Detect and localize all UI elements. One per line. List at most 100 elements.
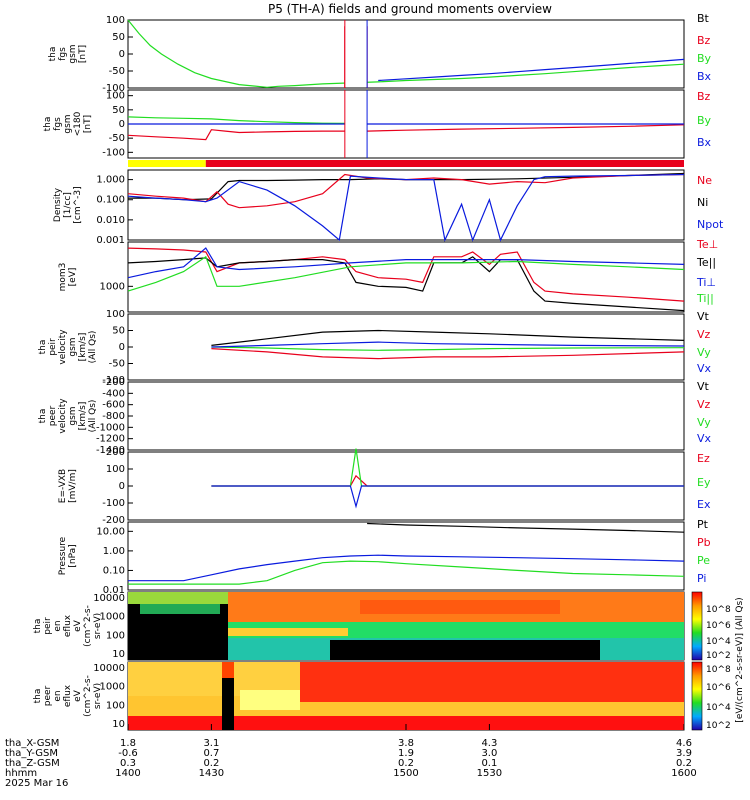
legend-entry: Vz [697, 328, 711, 341]
x-tick-label: 1430 [199, 768, 224, 779]
y-axis-label: [cm^-3] [73, 186, 83, 223]
series-Pi [128, 554, 685, 582]
legend-entry: Vy [697, 416, 711, 429]
y-tick-label: 0.010 [96, 215, 125, 226]
y-tick-label: -1400 [96, 445, 125, 456]
panel-frame [127, 169, 685, 241]
legend-entry: Pi [697, 572, 706, 585]
legend-entry: Ni [697, 196, 708, 209]
legend-entry: Te|| [696, 256, 716, 269]
series-Pe [128, 560, 685, 585]
legend-entry: Pb [697, 536, 711, 549]
y-tick-label: 50 [112, 326, 125, 337]
panel-frame [127, 521, 685, 591]
y-axis-label: eV [73, 619, 83, 632]
y-axis-label: Density [53, 187, 63, 222]
panel-frame [127, 241, 685, 313]
y-tick-label: 0 [119, 119, 125, 130]
y-tick-label: -1000 [96, 422, 125, 433]
y-axis-label: [km/s] [78, 333, 88, 362]
colorbar-tick: 10^6 [706, 621, 731, 631]
panel-efield: E=-VXB [mV/m] 200 100 0 -100 -200 Ez Ey Ex [58, 447, 711, 526]
y-tick-label: -50 [109, 133, 125, 144]
y-axis-label: [nT] [83, 115, 93, 133]
x-row-label: tha_Y-GSM [5, 748, 58, 759]
x-tick-label: 0.2 [676, 758, 692, 769]
y-tick-label: 1.000 [96, 175, 125, 186]
figure-title: P5 (TH-A) fields and ground moments over… [268, 2, 552, 16]
y-tick-label: 10.00 [96, 526, 125, 537]
y-axis-label: peer [43, 685, 53, 706]
x-tick-label: 1.9 [398, 748, 414, 759]
legend-entry: Vz [697, 398, 711, 411]
series-Te⊥ [127, 247, 685, 302]
y-axis-label: tha [38, 409, 48, 424]
mode-bar-yellow [128, 160, 206, 167]
y-axis-label: velocity [58, 398, 68, 434]
y-axis-label: [km/s] [78, 402, 88, 431]
legend-entry: Ne [697, 174, 712, 187]
colorbar: 10^8 10^6 10^4 10^2 10^8 10^6 10^4 10^2 … [691, 591, 745, 731]
series-Ti⊥ [127, 247, 685, 279]
x-tick-label: 4.6 [676, 738, 692, 749]
y-tick-label: 1000 [100, 612, 125, 623]
panel-frame [127, 381, 685, 451]
y-axis-label: tha [33, 619, 43, 634]
y-axis-label: fgs [58, 47, 68, 61]
y-axis-label: eflux [63, 684, 73, 707]
x-tick-label: 3.1 [203, 738, 219, 749]
y-axis-label: gsm [68, 44, 78, 63]
panel-fgs_gsm_zoom: tha fgs gsm <180 [nT] 100 50 0 -50 -100 Bz By Bx [43, 89, 712, 159]
x-tick-label: -0.6 [118, 748, 138, 759]
y-tick-label: -100 [102, 147, 125, 158]
legend-entry: Bx [697, 70, 712, 83]
legend-entry: By [697, 52, 712, 65]
y-tick-label: -800 [102, 411, 125, 422]
y-tick-label: 0 [119, 49, 125, 60]
y-axis-label: [nPa] [68, 544, 78, 567]
y-tick-label: -50 [109, 66, 125, 77]
colorbar-tick: 10^4 [706, 703, 731, 713]
y-axis-label: eflux [63, 614, 73, 637]
y-axis-label: en [53, 690, 63, 701]
y-tick-label: -100 [102, 498, 125, 509]
y-axis-label: gsm [63, 114, 73, 133]
panel-fgs_gsm: tha fgs gsm [nT] 100 50 0 -50 -100 Bt Bz By Bx [48, 12, 712, 94]
legend-entry: Bt [697, 12, 710, 25]
x-tick-label: 0.1 [481, 758, 497, 769]
colorbar-tick: 10^2 [706, 721, 731, 731]
y-tick-label: 0.10 [103, 565, 125, 576]
series-Ni [128, 172, 685, 201]
date-label: 2025 Mar 16 [5, 778, 68, 789]
x-tick-label: 1.8 [120, 738, 136, 749]
y-tick-label: 10 [112, 719, 125, 730]
legend-entry: Bx [697, 136, 712, 149]
series-Bx [378, 58, 685, 82]
y-tick-label: 10000 [93, 593, 125, 604]
y-tick-label: 10 [112, 649, 125, 660]
x-tick-label: 0.2 [203, 758, 219, 769]
y-axis-label: eV [73, 689, 83, 702]
y-tick-label: 100 [106, 15, 125, 26]
y-axis-label: peer [48, 405, 58, 426]
series-By [127, 116, 345, 124]
y-tick-label: -50 [109, 359, 125, 370]
x-row-label: tha_X-GSM [5, 738, 59, 749]
x-tick-label: 0.7 [203, 748, 219, 759]
y-tick-label: -1200 [96, 434, 125, 445]
legend-entry: Bz [697, 90, 711, 103]
panel-peer_velocity: tha peer velocity gsm [km/s] (All Qs) -200-400… [38, 377, 712, 456]
panel-pressure: Pressure [nPa] 10.00 1.00 0.10 0.01 Pt Pb Pe Pi [58, 518, 711, 596]
y-axis-label: [eV] [68, 268, 78, 287]
panel-temperature: mom3 [eV] 1000 Te⊥ Te|| Ti⊥ Ti|| [58, 238, 718, 313]
series-Ey [211, 448, 684, 487]
y-tick-label: 100 [106, 91, 125, 102]
y-axis-label: fgs [53, 117, 63, 131]
x-tick-label: 1400 [115, 768, 140, 779]
y-axis-label: en [53, 620, 63, 631]
panel-velocity: tha peir velocity gsm [km/s] (All Qs) 100 50 0 -5… [38, 309, 712, 386]
colorbar-tick: 10^4 [706, 637, 731, 647]
y-tick-label: 0.01 [103, 585, 125, 596]
y-tick-label: 1000 [100, 682, 125, 693]
